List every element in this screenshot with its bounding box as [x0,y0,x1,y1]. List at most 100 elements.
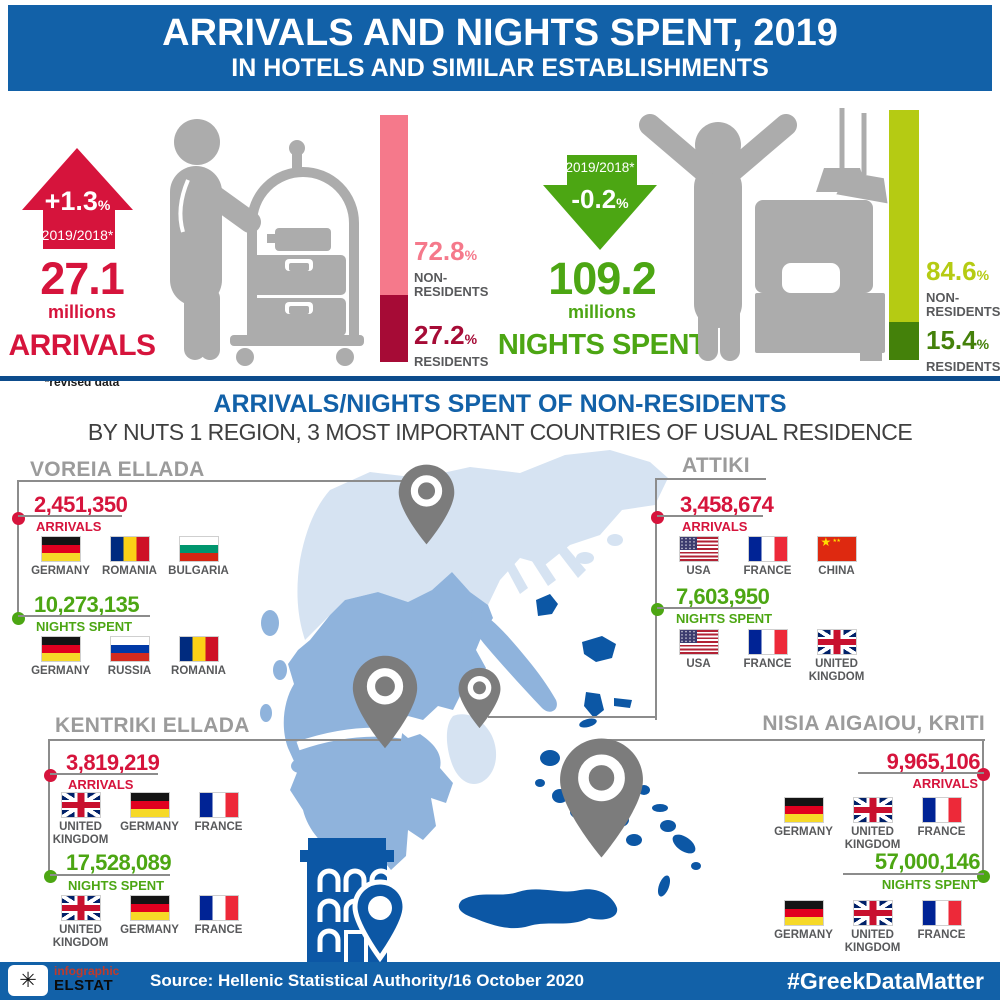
nights-nonresidents-callout: 84.6% NON- RESIDENTS [926,256,1000,319]
france-flag-icon [747,629,788,655]
russia-flag-icon [109,636,150,662]
france-flag-icon [747,536,788,562]
hotel-building-icon [300,838,408,962]
usa-flag-icon [678,536,719,562]
region-arrivals-label: ARRIVALS [912,776,978,791]
arrivals-unit: millions [47,302,116,322]
flag-label: FRANCE [194,924,243,936]
flag-label: CHINA [818,565,855,577]
flag-label: USA [686,658,711,670]
france-flag-icon [198,895,239,921]
nights-period: 2019/2018* [565,160,635,175]
nights-unit: millions [567,302,636,322]
arrivals-residency-bar [380,115,408,362]
arrivals-flags: UNITED KINGDOM GERMANY FRANCE [46,792,253,847]
region-arrivals-value: 3,819,219 [66,750,160,775]
region-nights-label: NIGHTS SPENT [68,878,165,893]
attiki-connector-line [655,478,657,720]
arrivals-residents-callout: 27.2% RESIDENTS [414,320,489,369]
region-nights-value: 7,603,950 [676,584,770,609]
arrivals-total: 27.1 millions ARRIVALS *revised data [2,253,162,389]
attiki-connector-line [656,478,766,480]
region-title: ATTIKI [682,454,750,477]
germany-flag-icon [40,536,81,562]
region-nights-value: 10,273,135 [34,592,140,617]
page-title: ARRIVALS AND NIGHTS SPENT, 2019 [162,12,838,54]
nights-change: -0.2% [571,184,629,214]
flag-label: UNITED KINGDOM [52,924,109,949]
usa-flag-icon [678,629,719,655]
region-arrivals-label: ARRIVALS [36,519,102,534]
nights-total: 109.2 millions NIGHTS SPENT [498,256,707,362]
person-bed-illustration [639,108,888,361]
flag-label: RUSSIA [107,665,152,677]
arrivals-dot [651,511,664,524]
germany-flag-icon [129,792,170,818]
map-section-subtitle: BY NUTS 1 REGION, 3 MOST IMPORTANT COUNT… [87,419,913,445]
germany-flag-icon [783,797,824,823]
region-arrivals-value: 9,965,106 [886,749,981,774]
flag-label: BULGARIA [168,565,229,577]
france-flag-icon [921,900,962,926]
nights-label: NIGHTS SPENT [497,329,707,361]
uk-flag-icon [852,797,893,823]
arrivals-dot [977,768,990,781]
nights-residency-bar [889,110,919,360]
attiki-map-pin-icon [458,667,501,729]
nights-nonresidents-segment [889,110,919,322]
region-title: NISIA AIGAIOU, KRITI [762,712,985,735]
nights-dot [651,603,664,616]
source-text: Source: Hellenic Statistical Authority/1… [150,971,584,990]
flag-label: ROMANIA [102,565,157,577]
nights-dot [44,870,57,883]
nisia-connector-line [605,739,985,741]
flag-label: UNITED KINGDOM [844,826,901,851]
voreia-map-pin-icon [398,464,455,545]
arrivals-flags: GERMANY ROMANIA BULGARIA [26,536,233,578]
arrivals-value: 27.1 [40,253,125,304]
arrivals-dot [44,769,57,782]
voreia-connector-line [17,480,19,620]
nights-residents-segment [889,322,919,360]
flag-label: USA [686,565,711,577]
kentriki-connector-line [48,739,50,879]
flag-label: FRANCE [917,929,966,941]
map-section-title: ARRIVALS/NIGHTS SPENT OF NON-RESIDENTS [213,390,787,418]
france-flag-icon [198,792,239,818]
region-nights-value: 57,000,146 [874,849,981,874]
romania-flag-icon [178,636,219,662]
region-nights-label: NIGHTS SPENT [36,619,133,634]
flag-label: GERMANY [774,929,833,941]
arrivals-change: +1.3% [44,186,111,216]
nights-residents-callout: 15.4% RESIDENTS [926,325,1000,374]
flag-label: ROMANIA [171,665,226,677]
region-arrivals-label: ARRIVALS [68,777,134,792]
section-divider [0,376,1000,381]
flag-label: FRANCE [917,826,966,838]
header-banner: ARRIVALS AND NIGHTS SPENT, 2019 IN HOTEL… [8,5,992,91]
uk-flag-icon [852,900,893,926]
region-arrivals-value: 3,458,674 [680,492,774,517]
bulgaria-flag-icon [178,536,219,562]
nights-flags: GERMANY RUSSIA ROMANIA [26,636,233,678]
voreia-connector-line [18,480,430,482]
decrease-arrow-icon [543,155,657,250]
kentriki-connector-line [49,739,401,741]
flag-label: FRANCE [743,565,792,577]
uk-flag-icon [816,629,857,655]
arrivals-nonresidents-callout: 72.8% NON- RESIDENTS [414,236,489,299]
flag-label: GERMANY [31,565,90,577]
flag-label: UNITED KINGDOM [52,821,109,846]
nisia-connector-line [982,739,984,879]
flag-label: GERMANY [31,665,90,677]
logo-infographic-text: infographic [54,964,120,978]
increase-arrow-icon [22,148,133,249]
flag-label: GERMANY [120,821,179,833]
nights-flags: UNITED KINGDOM GERMANY FRANCE [46,895,253,950]
region-title: VOREIA ELLADA [30,458,205,481]
arrivals-flags: USA FRANCE CHINA [664,536,871,578]
arrivals-dot [12,512,25,525]
romania-flag-icon [109,536,150,562]
arrivals-period: 2019/2018* [41,227,114,243]
region-title: KENTRIKI ELLADA [55,714,250,737]
